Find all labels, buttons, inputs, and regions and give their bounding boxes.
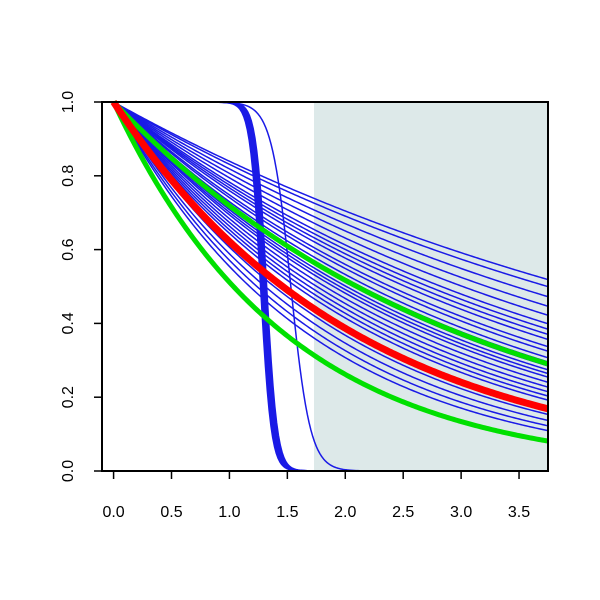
x-tick-label: 2.0 — [334, 504, 356, 521]
y-tick-label: 0.6 — [60, 238, 77, 260]
curve-line — [113, 101, 549, 352]
x-tick-label: 1.5 — [276, 504, 298, 521]
x-axis: 0.0 0.5 1.0 1.5 2.0 2.5 3.0 3.5 — [102, 470, 548, 521]
curve-line — [113, 101, 549, 341]
x-tick-label: 0.5 — [160, 504, 182, 521]
x-tick-label: 2.5 — [392, 504, 414, 521]
curve-line — [112, 101, 549, 422]
curve-line — [113, 101, 549, 375]
x-tick-label: 3.0 — [450, 504, 472, 521]
curve-line — [113, 101, 549, 348]
curve-line — [113, 101, 549, 383]
curve-line — [112, 101, 549, 397]
y-tick-label: 0.8 — [60, 165, 77, 187]
curve-line — [113, 101, 549, 336]
curve-line — [112, 101, 549, 432]
curve-line — [113, 101, 549, 378]
curve-line — [111, 100, 549, 367]
curve-line — [111, 100, 549, 444]
y-axis: 0.0 0.2 0.4 0.6 0.8 1.0 — [60, 91, 103, 482]
curve-line — [112, 101, 549, 427]
curve-line — [112, 101, 549, 388]
x-tick-label: 0.0 — [102, 504, 124, 521]
curve-line — [113, 101, 549, 316]
y-tick-label: 0.0 — [60, 460, 77, 482]
y-tick-label: 1.0 — [60, 91, 77, 113]
curve-line — [112, 101, 549, 393]
x-tick-label: 3.5 — [508, 504, 530, 521]
curve-line — [113, 101, 549, 281]
curve-line — [113, 101, 549, 325]
curve-line — [113, 101, 549, 307]
x-tick-label: 1.0 — [218, 504, 240, 521]
y-tick-label: 0.2 — [60, 386, 77, 408]
curve-line — [113, 101, 549, 298]
curve-line — [112, 101, 549, 401]
curve-line — [113, 101, 549, 288]
curve-line — [110, 100, 550, 413]
y-tick-label: 0.4 — [60, 312, 77, 334]
curve-line — [113, 101, 549, 330]
